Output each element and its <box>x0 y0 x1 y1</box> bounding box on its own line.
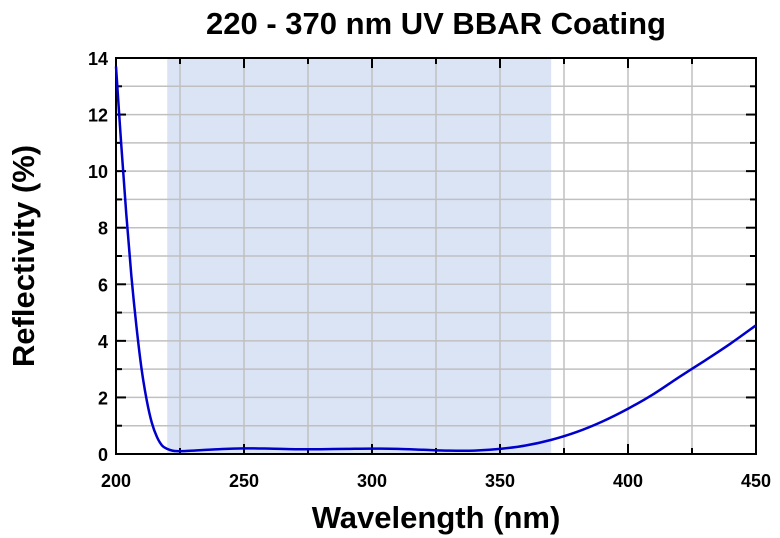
y-axis-title: Reflectivity (%) <box>6 145 41 367</box>
x-tick-label: 350 <box>485 471 515 491</box>
y-tick-label: 0 <box>98 445 108 465</box>
reflectivity-line <box>114 66 757 453</box>
y-tick-label: 8 <box>98 219 108 239</box>
x-axis-title: Wavelength (nm) <box>312 500 561 535</box>
y-tick-label: 6 <box>98 275 108 295</box>
y-tick-labels: 0 2 4 6 8 10 12 14 <box>88 49 108 465</box>
y-tick-label: 2 <box>98 388 108 408</box>
chart-title: 220 - 370 nm UV BBAR Coating <box>206 6 666 41</box>
x-tick-label: 300 <box>357 471 387 491</box>
x-tick-labels: 200 250 300 350 400 450 <box>101 471 771 491</box>
x-tick-label: 400 <box>613 471 643 491</box>
y-tick-label: 4 <box>98 332 108 352</box>
y-tick-label: 10 <box>88 162 108 182</box>
x-tick-label: 450 <box>741 471 771 491</box>
y-tick-label: 12 <box>88 106 108 126</box>
x-tick-label: 250 <box>229 471 259 491</box>
y-tick-label: 14 <box>88 49 108 69</box>
x-tick-label: 200 <box>101 471 131 491</box>
